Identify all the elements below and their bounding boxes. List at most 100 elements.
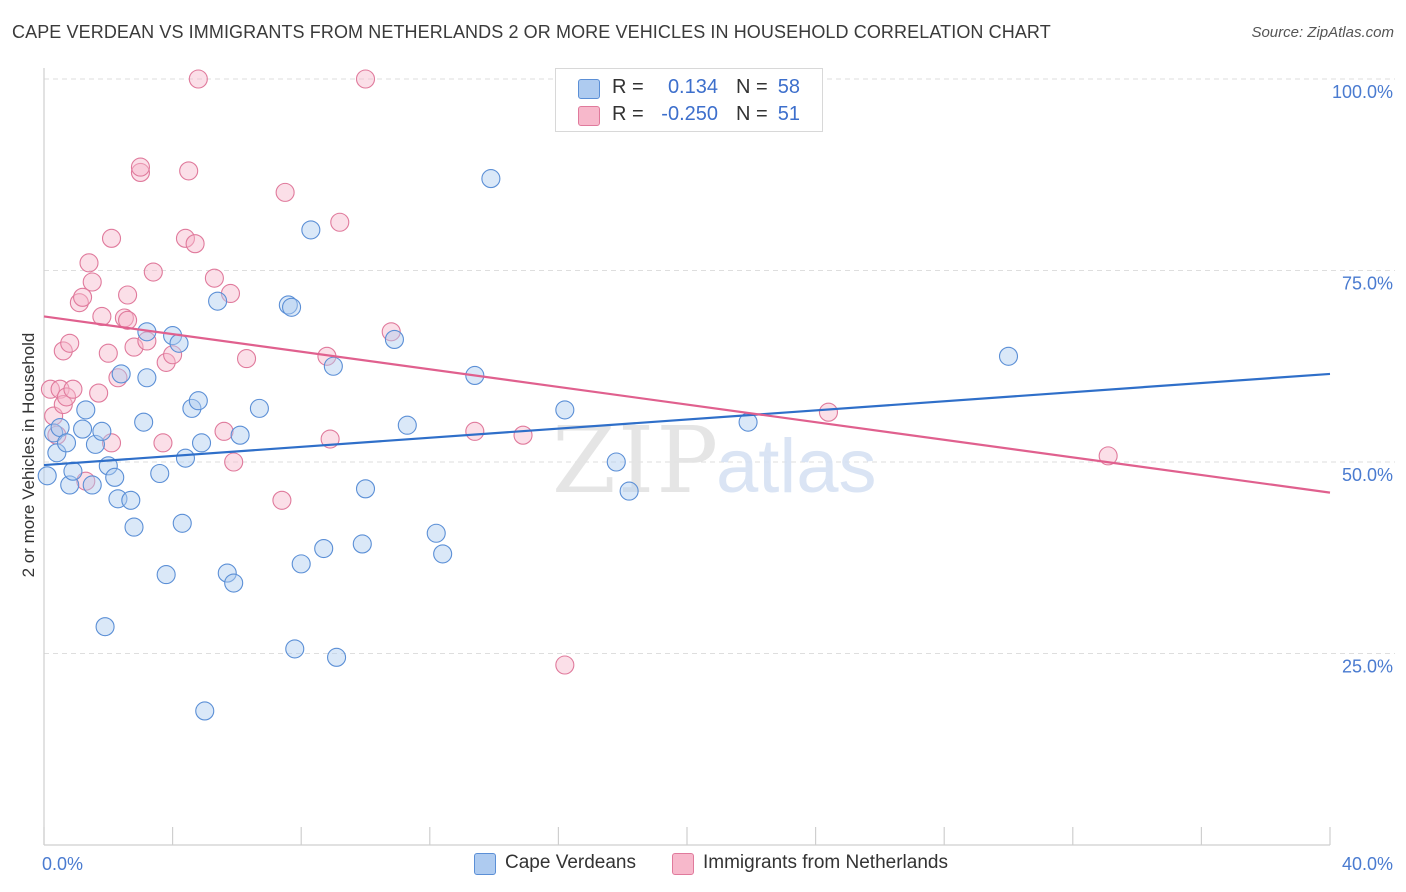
point-immigrants-netherlands bbox=[1098, 446, 1118, 466]
point-immigrants-netherlands bbox=[143, 262, 163, 282]
legend-swatch-pink bbox=[672, 853, 694, 875]
point-immigrants-netherlands bbox=[69, 293, 89, 313]
point-cape-verdeans bbox=[175, 448, 196, 468]
legend-n-label: N = bbox=[736, 76, 768, 98]
point-immigrants-netherlands bbox=[108, 368, 128, 388]
point-cape-verdeans bbox=[150, 463, 170, 484]
point-immigrants-netherlands bbox=[214, 421, 234, 441]
legend-row-cape-verdeans: R = 0.134 N = 58 bbox=[556, 73, 822, 101]
point-immigrants-netherlands bbox=[60, 333, 80, 353]
point-cape-verdeans bbox=[481, 169, 501, 189]
point-immigrants-netherlands bbox=[53, 394, 73, 415]
point-cape-verdeans bbox=[397, 415, 417, 435]
chart-title: CAPE VERDEAN VS IMMIGRANTS FROM NETHERLA… bbox=[12, 22, 1051, 42]
point-cape-verdeans bbox=[433, 544, 453, 564]
point-cape-verdeans bbox=[384, 329, 404, 349]
tick-labels: 25.0% 50.0% 75.0% 100.0% 0.0% 40.0% bbox=[42, 82, 1393, 874]
point-immigrants-netherlands bbox=[355, 69, 376, 89]
y-axis-label: 2 or more Vehicles in Household bbox=[19, 333, 38, 578]
point-immigrants-netherlands bbox=[272, 490, 292, 510]
point-immigrants-netherlands bbox=[188, 69, 208, 89]
point-cape-verdeans bbox=[230, 425, 250, 445]
legend-swatch-blue bbox=[578, 79, 600, 99]
trend-lines bbox=[43, 315, 1331, 494]
legend-n-value: 51 bbox=[777, 103, 800, 125]
point-immigrants-netherlands bbox=[130, 162, 150, 183]
point-immigrants-netherlands bbox=[89, 383, 109, 403]
point-cape-verdeans bbox=[282, 297, 302, 317]
watermark: ZIP atlas bbox=[552, 407, 877, 514]
point-cape-verdeans bbox=[323, 356, 343, 376]
point-immigrants-netherlands bbox=[73, 287, 93, 307]
y-tick-label: 100.0% bbox=[1332, 82, 1393, 102]
x-tick-label: 0.0% bbox=[42, 854, 83, 874]
point-cape-verdeans bbox=[426, 523, 446, 543]
y-tick-label: 75.0% bbox=[1342, 274, 1393, 294]
point-immigrants-netherlands bbox=[98, 343, 118, 363]
watermark-atlas: atlas bbox=[716, 424, 877, 509]
watermark-zip: ZIP bbox=[552, 407, 720, 514]
legend-swatch-blue bbox=[474, 853, 496, 875]
point-cape-verdeans bbox=[301, 220, 321, 240]
point-immigrants-netherlands bbox=[513, 425, 533, 445]
y-tick-label: 50.0% bbox=[1342, 465, 1393, 485]
trend-line-cape-verdeans bbox=[43, 372, 1331, 467]
point-immigrants-netherlands bbox=[118, 310, 138, 330]
point-cape-verdeans bbox=[555, 400, 575, 420]
point-cape-verdeans bbox=[92, 421, 112, 441]
point-cape-verdeans bbox=[208, 291, 228, 311]
point-immigrants-netherlands bbox=[465, 421, 485, 441]
point-immigrants-netherlands bbox=[130, 157, 150, 177]
point-cape-verdeans bbox=[37, 466, 57, 486]
point-cape-verdeans bbox=[355, 479, 376, 499]
point-cape-verdeans bbox=[134, 412, 154, 432]
axes bbox=[43, 68, 1331, 846]
point-immigrants-netherlands bbox=[275, 182, 295, 202]
point-cape-verdeans bbox=[224, 573, 244, 593]
point-cape-verdeans bbox=[73, 419, 93, 439]
trend-line-immigrants-netherlands bbox=[43, 315, 1331, 494]
point-cape-verdeans bbox=[291, 554, 311, 574]
point-immigrants-netherlands bbox=[175, 228, 196, 248]
series-legend: Cape Verdeans Immigrants from Netherland… bbox=[0, 850, 1406, 878]
point-cape-verdeans bbox=[121, 490, 141, 510]
point-cape-verdeans bbox=[111, 364, 131, 384]
legend-label: Immigrants from Netherlands bbox=[703, 852, 948, 873]
point-cape-verdeans bbox=[195, 701, 215, 721]
point-cape-verdeans bbox=[998, 346, 1019, 366]
point-cape-verdeans bbox=[47, 443, 67, 463]
y-tick-label: 25.0% bbox=[1342, 657, 1393, 677]
point-immigrants-netherlands bbox=[53, 341, 73, 361]
legend-n-label: N = bbox=[736, 103, 768, 125]
point-cape-verdeans bbox=[82, 475, 102, 495]
point-cape-verdeans bbox=[327, 647, 347, 667]
correlation-legend: R = 0.134 N = 58 R = -0.250 N = 51 bbox=[555, 68, 823, 132]
point-immigrants-netherlands bbox=[163, 345, 183, 365]
legend-r-label: R = bbox=[612, 76, 644, 98]
point-cape-verdeans bbox=[95, 617, 115, 637]
source-label: Source: ZipAtlas.com bbox=[1251, 24, 1394, 41]
point-cape-verdeans bbox=[191, 433, 212, 453]
point-immigrants-netherlands bbox=[79, 253, 99, 273]
point-cape-verdeans bbox=[137, 368, 157, 388]
legend-label: Cape Verdeans bbox=[505, 852, 636, 873]
point-immigrants-netherlands bbox=[179, 161, 199, 181]
point-immigrants-netherlands bbox=[101, 228, 122, 248]
point-cape-verdeans bbox=[619, 481, 639, 501]
point-cape-verdeans bbox=[156, 565, 176, 585]
series-immigrants-from-netherlands bbox=[40, 69, 1118, 675]
legend-r-label: R = bbox=[612, 103, 644, 125]
point-cape-verdeans bbox=[182, 398, 202, 418]
point-cape-verdeans bbox=[314, 539, 334, 559]
point-cape-verdeans bbox=[63, 461, 83, 481]
point-cape-verdeans bbox=[285, 639, 305, 659]
legend-n-value: 58 bbox=[777, 76, 800, 98]
point-immigrants-netherlands bbox=[381, 322, 401, 342]
point-immigrants-netherlands bbox=[63, 379, 83, 399]
point-immigrants-netherlands bbox=[56, 387, 77, 407]
legend-row-immigrants-netherlands: R = -0.250 N = 51 bbox=[556, 100, 822, 128]
point-immigrants-netherlands bbox=[236, 349, 257, 369]
point-immigrants-netherlands bbox=[818, 402, 839, 422]
legend-r-value: -0.250 bbox=[661, 103, 718, 125]
